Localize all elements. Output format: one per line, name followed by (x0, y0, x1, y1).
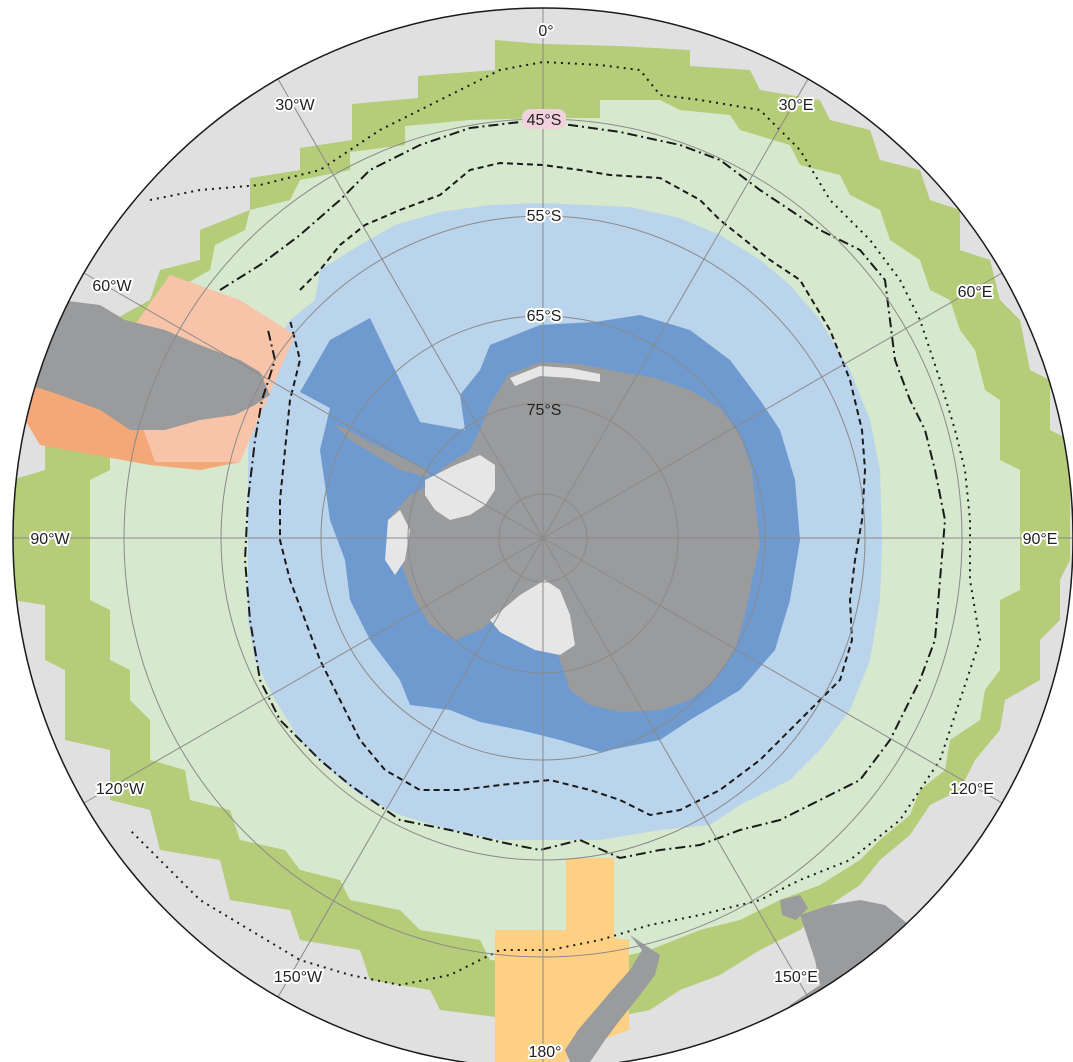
lon-label-0: 0° (538, 23, 553, 40)
lon-label-30w: 30°W (275, 97, 315, 114)
meridian-150e (542, 537, 809, 998)
lon-label-90e: 90°E (1023, 531, 1058, 548)
coastal-ice-north (510, 366, 600, 386)
antarctica-land (392, 362, 760, 712)
lat-label-65s: 65°S (527, 308, 562, 325)
meridian-120w (83, 537, 544, 804)
coastal-ice-west (385, 510, 410, 575)
lat-label-75s: 75°S (527, 402, 562, 419)
meridian-150w (277, 537, 544, 998)
meridian-30e (542, 78, 809, 539)
tasmania-land (780, 895, 808, 920)
meridian-120e (542, 537, 1003, 804)
lon-label-120e: 120°E (950, 781, 994, 798)
lon-label-120w: 120°W (96, 781, 145, 798)
globe-outline (12, 7, 1073, 1062)
lon-label-30e: 30°E (779, 97, 814, 114)
antarctic-peninsula (335, 425, 430, 478)
new-zealand-land (565, 935, 660, 1062)
meridian-60e (542, 272, 1003, 539)
lon-label-90w: 90°W (30, 531, 70, 548)
ross-ice-shelf (490, 580, 575, 655)
meridian-30w (277, 78, 544, 539)
lon-label-150e: 150°E (774, 969, 818, 986)
meridian-60w (83, 272, 544, 539)
south-america-land (13, 300, 270, 430)
lon-label-180: 180° (528, 1044, 561, 1061)
boundary-dashed (279, 161, 867, 817)
lat-label-45s: 45°S (527, 112, 562, 129)
lat-label-55s: 55°S (527, 208, 562, 225)
lon-label-150w: 150°W (274, 969, 323, 986)
lon-label-60e: 60°E (958, 284, 993, 301)
meridians (13, 8, 1073, 1062)
lon-label-60w: 60°W (92, 278, 132, 295)
boundary-dashdot (219, 120, 947, 860)
lat-45s-highlight (522, 109, 566, 129)
ronne-ice-shelf (425, 455, 495, 520)
